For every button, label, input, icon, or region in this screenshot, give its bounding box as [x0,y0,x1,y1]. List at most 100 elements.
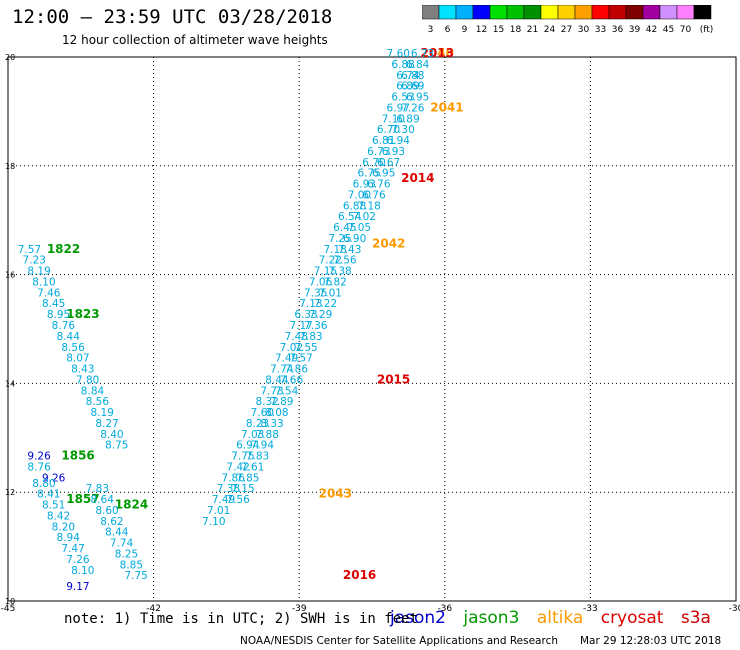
swh-value: 8.95 [47,309,70,321]
swh-value: 8.51 [42,500,65,512]
swh-value: 7.49 [212,494,235,506]
swh-value: 7.15 [314,266,337,278]
swh-value: 6.54 [338,211,362,223]
colorbar-label: 45 [663,25,674,35]
swh-value: 7.30 [391,124,414,136]
swh-value: 7.60 [251,407,274,419]
swh-value: 6.89 [396,81,419,93]
swh-value: 8.44 [265,374,289,386]
colorbar-label: 3 [428,25,434,35]
swh-value: 6.45 [333,222,356,234]
swh-value: 7.85 [236,472,259,484]
swh-value: 7.74 [110,538,134,550]
pass-time-label: 2040 [421,46,454,60]
swh-value: 7.86 [222,472,246,484]
swh-value: 7.80 [76,374,99,386]
colorbar-label: 42 [646,25,657,35]
swh-value: 8.84 [81,385,105,397]
swh-value: 8.40 [100,429,123,441]
swh-value: 6.94 [236,440,260,452]
swh-value: 7.43 [338,244,361,256]
swh-value: 6.67 [377,157,400,169]
timestamp: Mar 29 12:28:03 UTC 2018 [580,635,722,647]
swh-value: 7.22 [319,255,342,267]
swh-value: 7.02 [353,211,376,223]
swh-value: 8.07 [66,353,89,365]
x-tick-label: -39 [292,604,307,614]
swh-value: 7.83 [246,451,269,463]
swh-value: 6.69 [401,81,424,93]
swh-value: 7.06 [309,276,333,288]
legend-s3a: s3a [680,608,711,628]
swh-value: 6.88 [401,70,424,82]
swh-value: 8.41 [37,489,60,501]
swh-value: 6.53 [391,92,414,104]
swh-value: 6.74 [396,70,420,82]
y-tick-label: 16 [5,271,15,280]
swh-value: 7.60 [387,48,410,60]
swh-value: 8.56 [86,396,110,408]
swh-value: 8.76 [27,461,51,473]
colorbar-label: 39 [629,25,641,35]
swh-value: 7.66 [280,374,304,386]
swh-value: 8.45 [42,298,65,310]
swh-value: 8.44 [105,527,129,539]
swh-value: 7.82 [323,276,346,288]
legend-jason3: jason3 [463,608,520,628]
swh-value: 6.93 [382,146,405,158]
swh-value: 6.75 [357,168,380,180]
pass-time-label: 2014 [401,171,434,185]
pass-time-label: 2042 [372,236,405,250]
pass-time-label: 2041 [430,100,463,114]
swh-value: 7.17 [289,320,312,332]
chart-title: 12:00 – 23:59 UTC 03/28/2018 [12,6,333,28]
swh-value: 6.76 [362,189,386,201]
swh-value: 8.33 [260,418,283,430]
y-tick-label: 20 [5,53,15,62]
swh-value: 7.83 [86,483,109,495]
pass-time-label: 1822 [47,242,80,256]
swh-value: 8.80 [32,478,55,490]
swh-value: 7.02 [280,342,303,354]
swh-value: 8.60 [95,505,118,517]
swh-value: 6.76 [367,179,391,191]
swh-value: 8.10 [32,276,55,288]
swh-value: 6.95 [372,168,395,180]
swh-value: 6.81 [372,135,395,147]
swh-value: 7.18 [357,200,380,212]
swh-value: 7.75 [231,451,254,463]
swh-value: 6.90 [343,233,366,245]
y-tick-label: 14 [5,379,15,388]
colorbar-label: 30 [578,25,590,35]
x-tick-label: -36 [437,604,452,614]
swh-value: 7.73 [260,385,283,397]
swh-value: 7.57 [289,353,312,365]
swh-value: 7.36 [304,320,328,332]
swh-value: 7.42 [226,461,249,473]
y-tick-label: 12 [5,488,15,497]
y-tick-label: 18 [5,162,15,171]
swh-value: 7.10 [382,113,405,125]
swh-value: 8.85 [120,559,143,571]
y-tick-label: 10 [5,597,15,606]
colorbar-swatch [693,5,712,20]
swh-value: 6.73 [411,48,434,60]
swh-value: 7.35 [304,287,327,299]
swh-value: 7.26 [66,554,90,566]
swh-value: 7.00 [348,189,371,201]
pass-time-label: 2016 [343,568,376,582]
colorbar-label: (ft) [700,25,714,35]
legend-cryosat: cryosat [600,608,664,628]
swh-value: 8.23 [246,418,269,430]
swh-value: 9.17 [66,581,89,593]
pass-time-label: 1857 [66,492,99,506]
colorbar-label: 36 [612,25,624,35]
swh-value: 7.25 [328,233,351,245]
swh-value: 7.13 [299,298,322,310]
swh-value: 7.15 [231,483,254,495]
swh-value: 7.75 [124,570,147,582]
swh-value: 7.26 [401,102,425,114]
swh-value: 7.86 [285,364,309,376]
swh-value: 7.57 [18,244,41,256]
swh-value: 6.73 [367,146,390,158]
